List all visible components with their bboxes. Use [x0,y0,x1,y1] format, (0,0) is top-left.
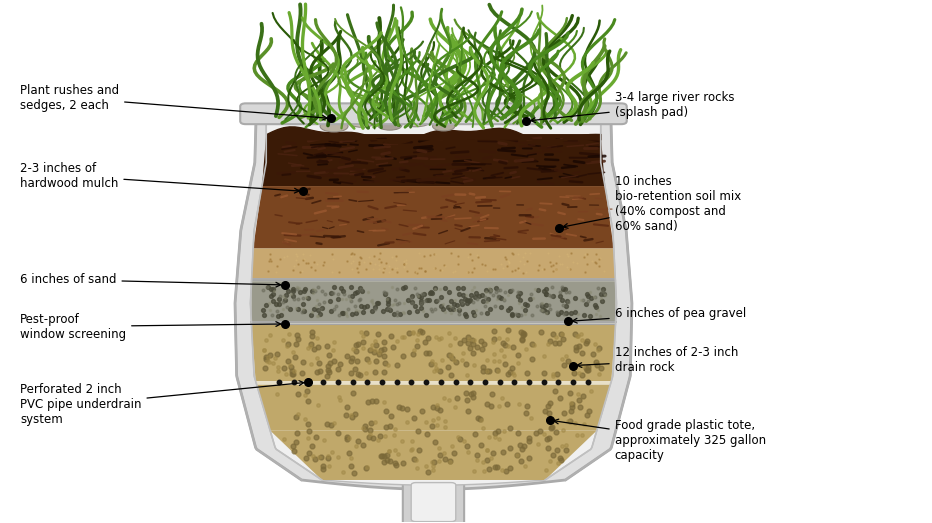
Text: Perforated 2 inch
PVC pipe underdrain
system: Perforated 2 inch PVC pipe underdrain sy… [20,381,304,426]
Polygon shape [252,278,615,281]
Ellipse shape [349,117,375,127]
Polygon shape [251,121,617,485]
Text: 6 inches of pea gravel: 6 inches of pea gravel [572,307,746,323]
Ellipse shape [320,120,348,132]
Text: Plant rushes and
sedges, 2 each: Plant rushes and sedges, 2 each [20,84,327,120]
Text: 6 inches of sand: 6 inches of sand [20,273,281,287]
Text: Pest-proof
window screening: Pest-proof window screening [20,313,281,340]
Polygon shape [254,186,614,248]
Polygon shape [256,385,610,430]
Text: Food grade plastic tote,
approximately 325 gallon
capacity: Food grade plastic tote, approximately 3… [554,419,766,462]
Polygon shape [235,121,632,490]
Ellipse shape [377,120,402,130]
FancyBboxPatch shape [403,477,464,523]
Polygon shape [270,430,596,480]
Text: 12 inches of 2-3 inch
drain rock: 12 inches of 2-3 inch drain rock [577,346,738,374]
Polygon shape [252,248,615,278]
Polygon shape [255,381,611,385]
Polygon shape [262,134,605,186]
Ellipse shape [401,115,431,127]
Polygon shape [252,281,616,321]
Polygon shape [252,321,616,325]
Text: 3-4 large river rocks
(splash pad): 3-4 large river rocks (splash pad) [530,92,734,122]
Text: 2-3 inches of
hardwood mulch: 2-3 inches of hardwood mulch [20,162,299,193]
FancyBboxPatch shape [411,483,456,521]
FancyBboxPatch shape [240,104,626,124]
Text: 10 inches
bio-retention soil mix
(40% compost and
60% sand): 10 inches bio-retention soil mix (40% co… [563,175,741,233]
Ellipse shape [432,121,455,131]
Polygon shape [252,325,615,381]
